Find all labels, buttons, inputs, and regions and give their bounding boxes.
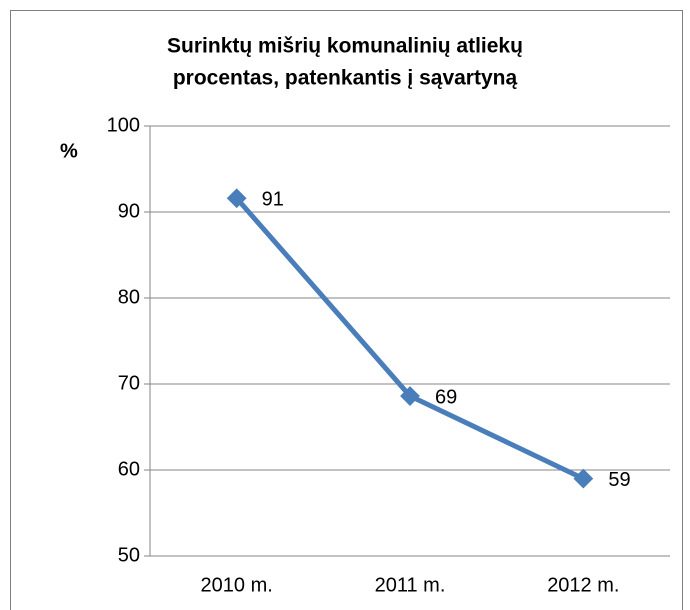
chart-title: Surinktų mišrių komunalinių atliekų [167, 35, 523, 58]
y-tick-label: 50 [118, 544, 140, 566]
data-label: 59 [608, 469, 630, 491]
y-tick-label: 100 [107, 114, 140, 136]
chart-frame [10, 10, 683, 610]
marker [226, 188, 247, 209]
marker [573, 468, 594, 489]
y-axis-label: % [60, 140, 78, 162]
marker [400, 386, 420, 406]
x-tick-label: 2010 m. [201, 574, 273, 596]
chart-title: procentas, patenkantis į sąvartyną [173, 67, 518, 90]
y-tick-label: 70 [118, 372, 140, 394]
x-tick-label: 2012 m. [547, 574, 619, 596]
x-tick-label: 2011 m. [375, 574, 446, 596]
line [234, 196, 585, 481]
data-label: 91 [262, 189, 284, 211]
y-tick-label: 80 [118, 286, 140, 308]
data-label: 69 [435, 386, 457, 408]
y-tick-label: 90 [118, 200, 140, 222]
y-tick-label: 60 [118, 458, 140, 480]
